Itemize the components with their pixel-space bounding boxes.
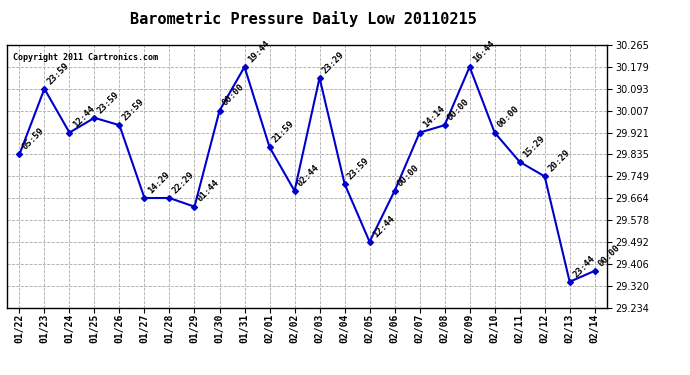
Text: 15:29: 15:29: [521, 134, 546, 159]
Text: 00:00: 00:00: [496, 105, 522, 130]
Text: 00:00: 00:00: [596, 243, 622, 268]
Text: 23:59: 23:59: [346, 156, 371, 181]
Text: 23:59: 23:59: [46, 61, 71, 86]
Text: 22:29: 22:29: [171, 170, 196, 195]
Text: 19:44: 19:44: [246, 39, 271, 64]
Text: 21:59: 21:59: [271, 119, 296, 144]
Text: 14:14: 14:14: [421, 105, 446, 130]
Text: 00:00: 00:00: [221, 82, 246, 108]
Text: 14:29: 14:29: [146, 170, 171, 195]
Text: 05:59: 05:59: [21, 126, 46, 152]
Text: 12:44: 12:44: [71, 105, 96, 130]
Text: 23:59: 23:59: [96, 90, 121, 115]
Text: 01:44: 01:44: [196, 178, 221, 204]
Text: 16:44: 16:44: [471, 39, 496, 64]
Text: 00:00: 00:00: [446, 97, 471, 122]
Text: 02:44: 02:44: [296, 163, 322, 188]
Text: Barometric Pressure Daily Low 20110215: Barometric Pressure Daily Low 20110215: [130, 11, 477, 27]
Text: 00:00: 00:00: [396, 163, 422, 188]
Text: 23:29: 23:29: [321, 50, 346, 75]
Text: 20:29: 20:29: [546, 148, 571, 174]
Text: 23:59: 23:59: [121, 97, 146, 122]
Text: Copyright 2011 Cartronics.com: Copyright 2011 Cartronics.com: [13, 53, 158, 62]
Text: 23:44: 23:44: [571, 254, 596, 279]
Text: 12:44: 12:44: [371, 214, 396, 239]
